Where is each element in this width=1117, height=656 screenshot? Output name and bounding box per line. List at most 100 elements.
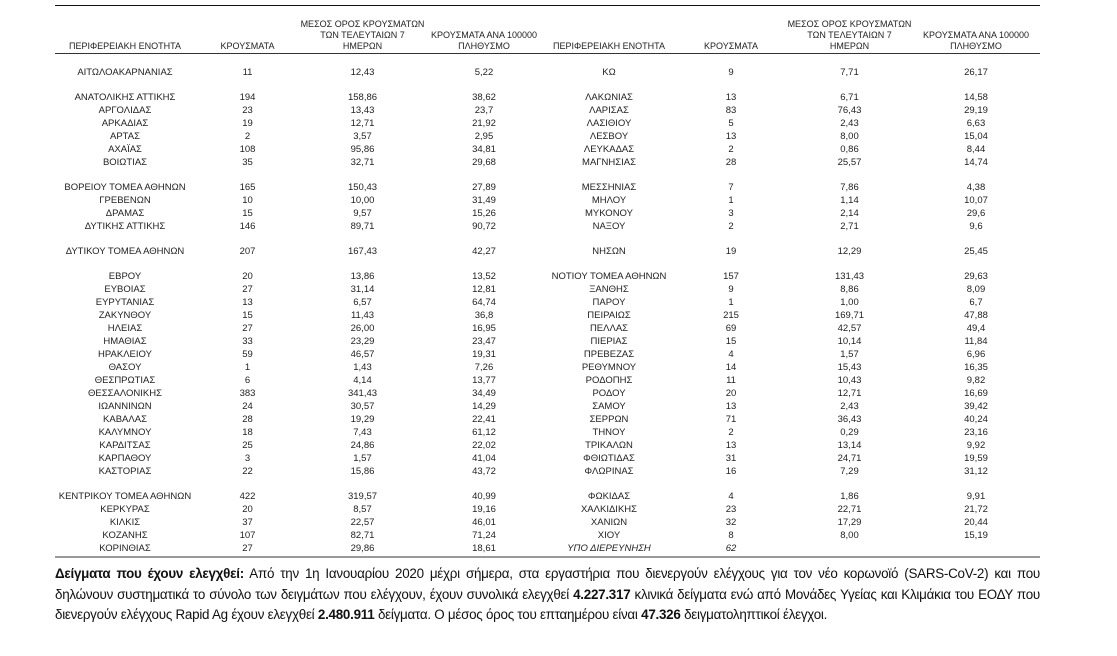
left-seven-day-average: 1,43 xyxy=(353,362,372,373)
right-region-name: ΡΟΔΟΥ xyxy=(592,388,626,399)
table-row: ΗΛΕΙΑΣ 27 26,00 16,95 ΠΕΛΛΑΣ 69 42,57 49,4 xyxy=(55,322,1040,335)
group-spacer xyxy=(55,258,1040,270)
right-cases: 23 xyxy=(725,504,737,515)
left-cases-per-100k: 46,01 xyxy=(472,517,496,528)
samples-tested-paragraph: Δείγματα που έχουν ελεγχθεί: Από την 1η … xyxy=(55,564,1040,626)
right-region-name: ΧΙΟΥ xyxy=(597,530,621,541)
right-region-name: ΧΑΛΚΙΔΙΚΗΣ xyxy=(580,504,638,515)
right-region-name: ΦΛΩΡΙΝΑΣ xyxy=(584,466,634,477)
left-seven-day-average: 1,57 xyxy=(353,453,372,464)
table-row: ΔΥΤΙΚΗΣ ΑΤΤΙΚΗΣ 146 89,71 90,72 ΝΑΞΟΥ 2 2,71 9,… xyxy=(55,220,1040,233)
left-cases: 1 xyxy=(244,362,251,373)
right-cases: 4 xyxy=(728,491,734,502)
left-seven-day-average: 341,43 xyxy=(347,388,378,399)
right-cases-per-100k: 11,84 xyxy=(964,336,988,347)
right-cases: 215 xyxy=(723,310,739,321)
left-cases-per-100k: 38,62 xyxy=(472,92,496,103)
right-cases-per-100k: 14,74 xyxy=(964,157,988,168)
right-cases-per-100k: 29,6 xyxy=(966,208,986,219)
left-region-name: ΕΥΒΟΙΑΣ xyxy=(104,284,146,295)
left-cases-per-100k: 19,16 xyxy=(472,504,496,515)
text-part-4: δειγματοληπτικοί έλεγχοι. xyxy=(680,607,828,622)
table-row: ΒΟΙΩΤΙΑΣ 35 32,71 29,68 ΜΑΓΝΗΣΙΑΣ 28 25,57 14,7… xyxy=(55,156,1040,169)
left-cases: 25 xyxy=(242,440,253,451)
left-seven-day-average: 167,43 xyxy=(347,246,378,257)
left-region-name: ΚΕΝΤΡΙΚΟΥ ΤΟΜΕΑ ΑΘΗΝΩΝ xyxy=(58,491,192,502)
right-cases: 8 xyxy=(728,530,734,541)
right-region-name: ΜΕΣΣΗΝΙΑΣ xyxy=(581,182,637,193)
top-rule xyxy=(55,5,1040,6)
left-region-name: ΚΟΡΙΝΘΙΑΣ xyxy=(99,543,151,554)
left-seven-day-average: 9,57 xyxy=(353,208,372,219)
left-seven-day-average: 12,71 xyxy=(350,118,375,129)
right-seven-day-average: 6,71 xyxy=(840,92,859,103)
table-row: ΗΜΑΘΙΑΣ 33 23,29 23,47 ΠΙΕΡΙΑΣ 15 10,14 11,84 xyxy=(55,335,1040,348)
left-cases-per-100k: 16,95 xyxy=(472,323,496,334)
left-region-name: ΚΑΣΤΟΡΙΑΣ xyxy=(98,466,152,477)
right-cases: 83 xyxy=(725,105,737,116)
right-cases: 31 xyxy=(725,453,737,464)
right-seven-day-average: 0,86 xyxy=(840,144,859,155)
right-cases: 28 xyxy=(725,157,737,168)
right-seven-day-average: 2,43 xyxy=(840,401,859,412)
left-seven-day-average: 89,71 xyxy=(350,221,375,232)
right-cases: 2 xyxy=(728,221,734,232)
right-seven-day-average: 2,43 xyxy=(840,118,859,129)
right-region-name: ΡΕΘΥΜΝΟΥ xyxy=(581,362,637,373)
right-cases-per-100k: 6,96 xyxy=(966,349,986,360)
left-cases: 383 xyxy=(239,388,256,399)
left-cases-per-100k: 2,95 xyxy=(474,131,494,142)
right-region-name: ΥΠΟ ΔΙΕΡΕΥΝΗΣΗ xyxy=(567,543,651,554)
table-row: ΚΑΒΑΛΑΣ 28 19,29 22,41 ΣΕΡΡΩΝ 71 36,43 40,24 xyxy=(55,413,1040,426)
table-row: ΘΕΣΣΑΛΟΝΙΚΗΣ 383 341,43 34,49 ΡΟΔΟΥ 20 12,71 16… xyxy=(55,387,1040,400)
left-cases: 146 xyxy=(239,221,256,232)
text-part-3: δείγματα. Ο μέσος όρος του επταημέρου εί… xyxy=(374,607,642,622)
right-seven-day-average: 17,29 xyxy=(837,517,862,528)
left-region-name: ΚΑΡΔΙΤΣΑΣ xyxy=(99,440,151,451)
cases-by-region-table: ΠΕΡΙΦΕΡΕΙΑΚΗ ΕΝΟΤΗΤΑ ΚΡΟΥΣΜΑΤΑ ΜΕΣΟΣ ΟΡΟΣ … xyxy=(55,6,1040,555)
right-region-name: ΦΩΚΙΔΑΣ xyxy=(587,491,631,502)
left-seven-day-average: 23,29 xyxy=(350,336,375,347)
left-region-name: ΚΟΖΑΝΗΣ xyxy=(102,530,148,541)
left-seven-day-average: 95,86 xyxy=(350,144,375,155)
left-seven-day-average: 15,86 xyxy=(350,466,375,477)
right-seven-day-average: 15,43 xyxy=(837,362,862,373)
left-region-name: ΘΕΣΣΑΛΟΝΙΚΗΣ xyxy=(88,388,162,399)
left-cases-per-100k: 34,81 xyxy=(472,144,496,155)
left-cases-per-100k: 34,49 xyxy=(472,388,496,399)
table-row: ΒΟΡΕΙΟΥ ΤΟΜΕΑ ΑΘΗΝΩΝ 165 150,43 27,89 ΜΕΣΣΗΝ… xyxy=(55,181,1040,194)
right-cases-per-100k: 9,91 xyxy=(966,491,986,502)
right-region-name: ΜΑΓΝΗΣΙΑΣ xyxy=(582,157,636,168)
table-row: ΖΑΚΥΝΘΟΥ 15 11,43 36,8 ΠΕΙΡΑΙΩΣ 215 169,71 47,8… xyxy=(55,309,1040,322)
left-cases: 27 xyxy=(242,284,253,295)
table-row: ΘΕΣΠΡΩΤΙΑΣ 6 4,14 13,77 ΡΟΔΟΠΗΣ 11 10,43 9,82 xyxy=(55,374,1040,387)
left-cases-per-100k: 71,24 xyxy=(472,530,496,541)
right-seven-day-average: 1,14 xyxy=(840,195,859,206)
left-seven-day-average: 13,86 xyxy=(350,271,375,282)
header-region-name: ΠΕΡΙΦΕΡΕΙΑΚΗ ΕΝΟΤΗΤΑ xyxy=(55,6,195,54)
right-seven-day-average: 36,43 xyxy=(837,414,862,425)
left-cases: 15 xyxy=(242,208,253,219)
spacer-cell xyxy=(55,54,1040,67)
left-cases-per-100k: 18,61 xyxy=(472,543,496,554)
right-cases-per-100k: 16,69 xyxy=(964,388,988,399)
left-cases-per-100k: 19,31 xyxy=(472,349,496,360)
left-region-name: ΙΩΑΝΝΙΝΩΝ xyxy=(98,401,152,412)
left-region-name: ΕΥΡΥΤΑΝΙΑΣ xyxy=(95,297,155,308)
table-row: ΚΑΣΤΟΡΙΑΣ 22 15,86 43,72 ΦΛΩΡΙΝΑΣ 16 7,29 31,12 xyxy=(55,465,1040,478)
right-cases-per-100k: 21,72 xyxy=(964,504,988,515)
right-cases-per-100k: 16,35 xyxy=(964,362,988,373)
left-cases-per-100k: 40,99 xyxy=(472,491,496,502)
right-cases-per-100k: 8,09 xyxy=(966,284,986,295)
left-seven-day-average: 11,43 xyxy=(350,310,375,321)
left-cases-per-100k: 61,12 xyxy=(472,427,496,438)
left-cases: 108 xyxy=(239,144,256,155)
right-cases-per-100k: 39,42 xyxy=(964,401,988,412)
header-cases: ΚΡΟΥΣΜΑΤΑ xyxy=(195,6,300,54)
right-seven-day-average: 22,71 xyxy=(837,504,862,515)
left-seven-day-average: 150,43 xyxy=(347,182,378,193)
left-cases: 23 xyxy=(242,105,253,116)
right-cases: 62 xyxy=(725,543,737,554)
left-seven-day-average: 24,86 xyxy=(350,440,375,451)
right-cases-per-100k: 9,6 xyxy=(969,221,983,232)
